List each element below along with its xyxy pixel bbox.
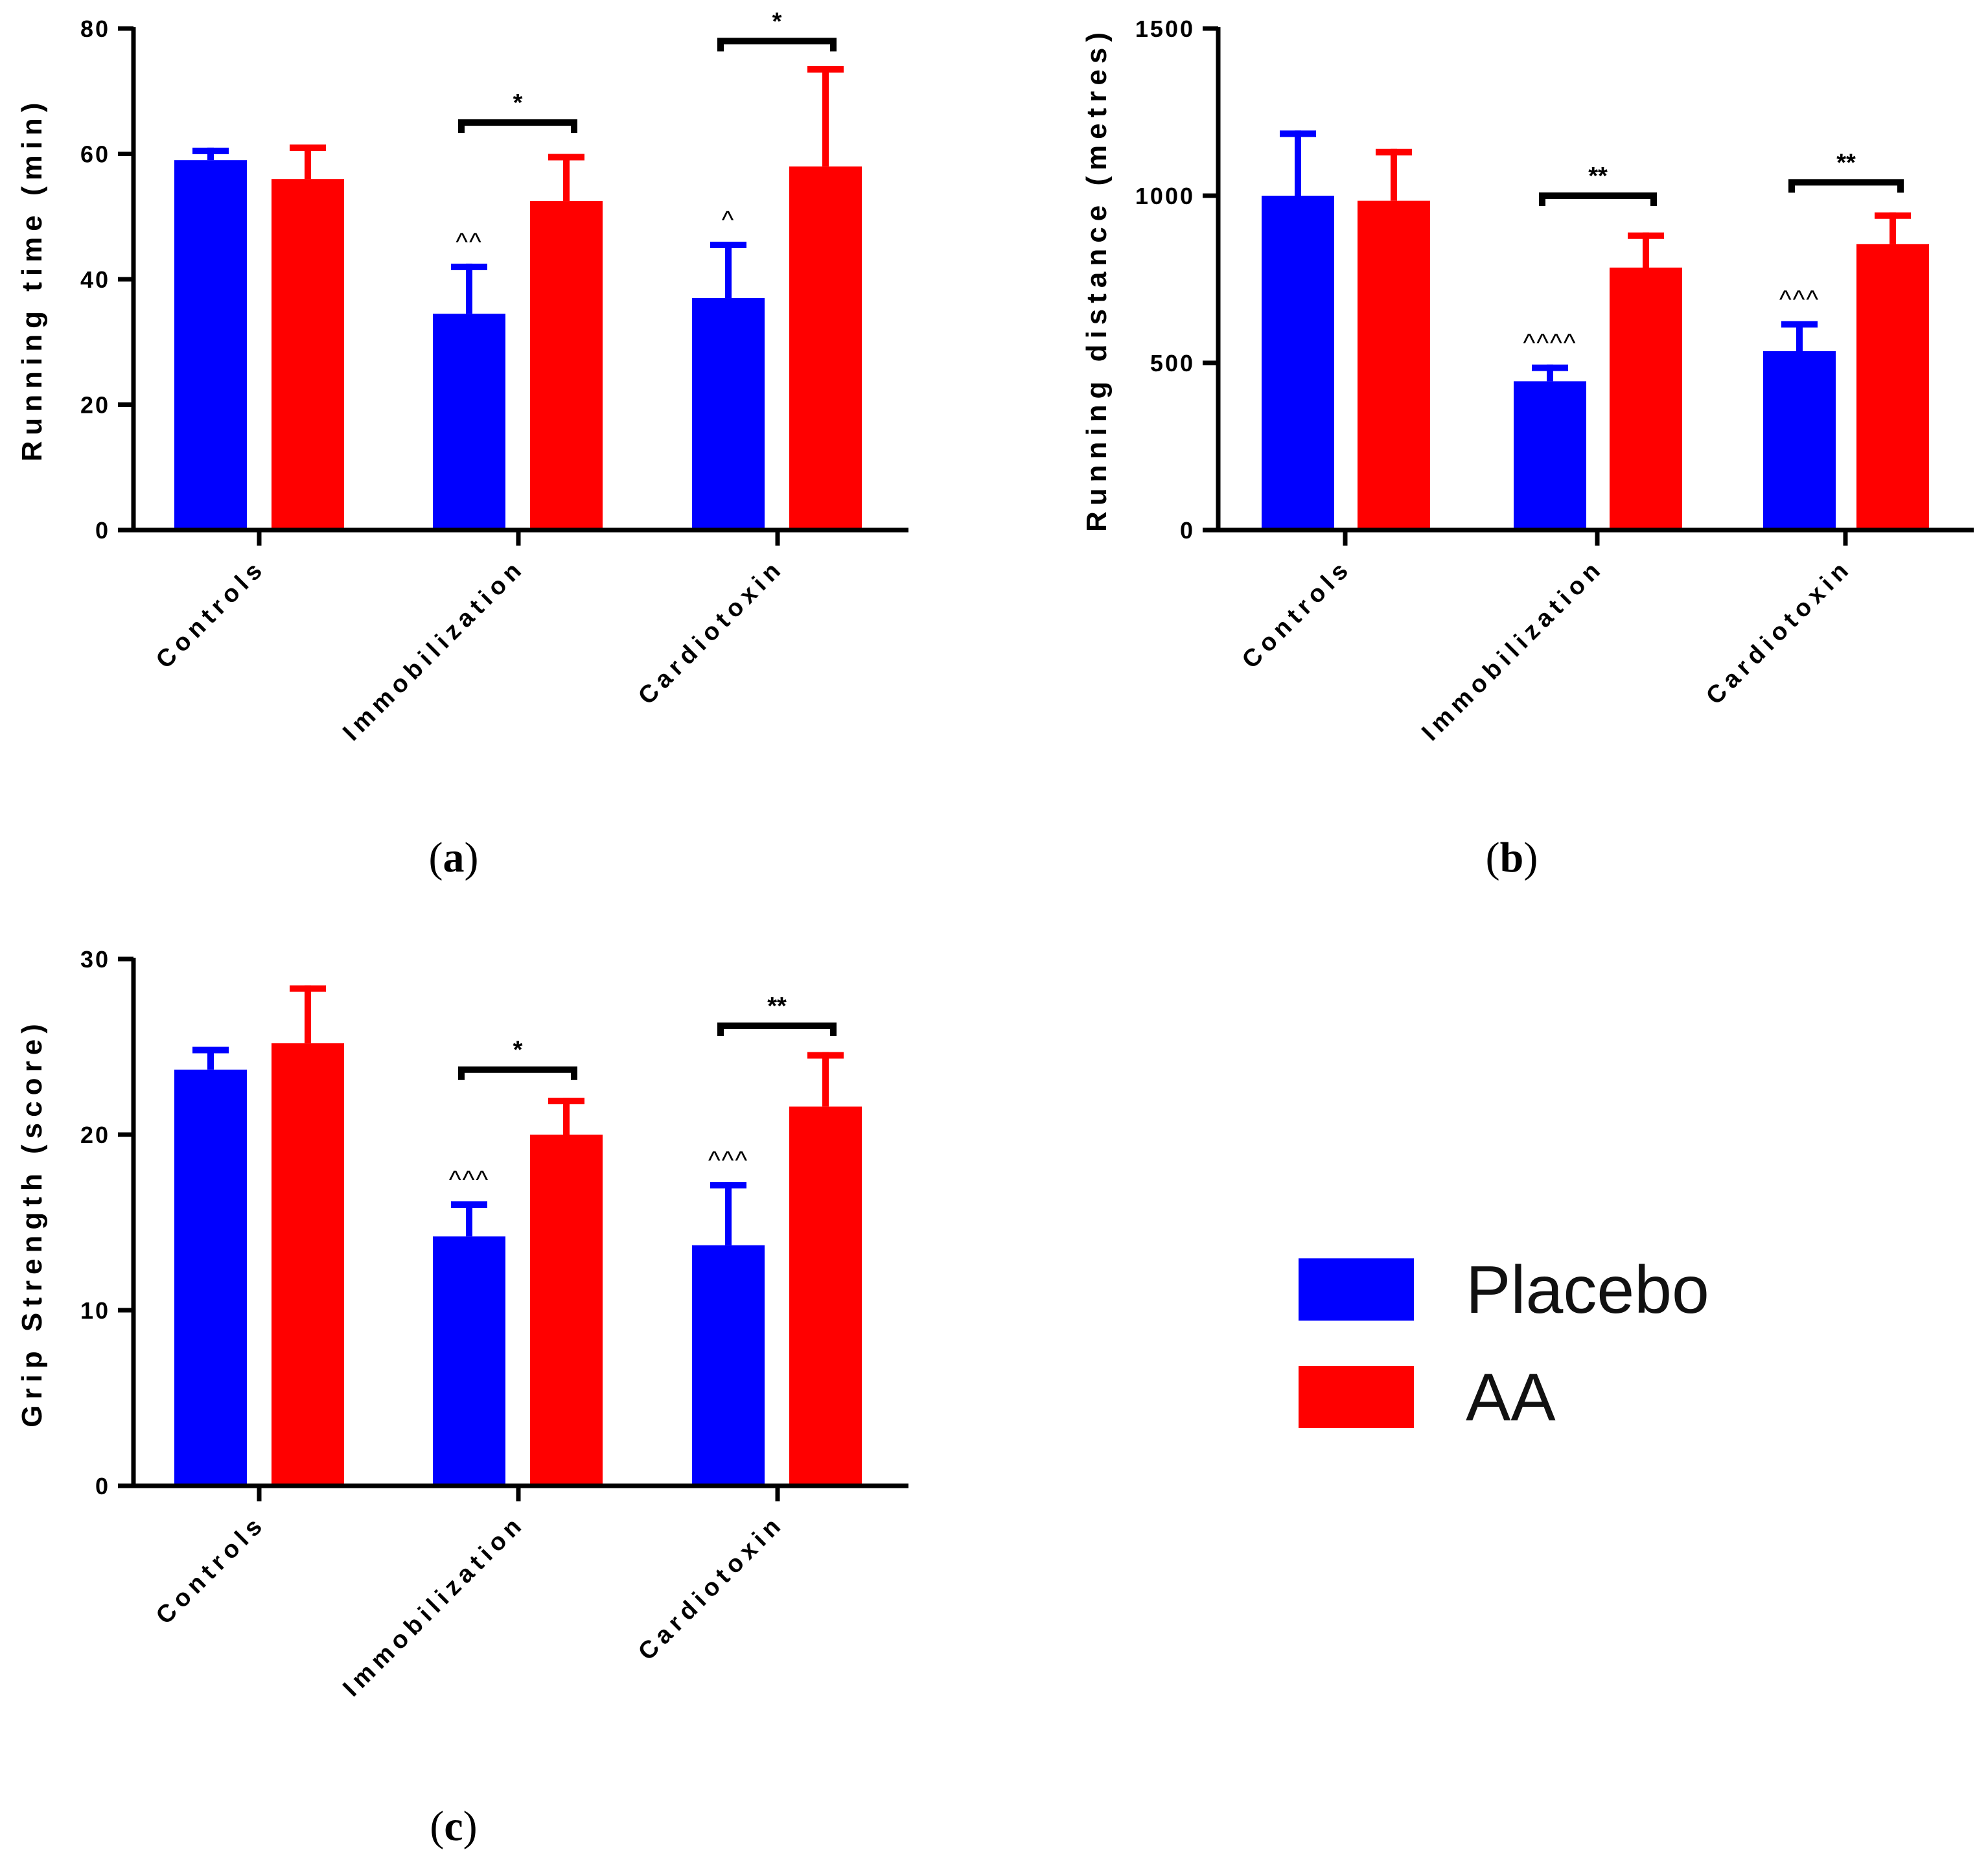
x-tick-label-cardiotoxin: Cardiotoxin (1701, 554, 1857, 710)
significance-label-1: * (772, 8, 782, 35)
significance-bracket-0 (1539, 192, 1657, 206)
bar-placebo-2 (692, 1245, 765, 1486)
vs-control-mark-2: ^^^ (708, 1146, 748, 1175)
y-axis-title: Grip Strength (score) (16, 1018, 48, 1428)
y-tick-label-2: 20 (80, 1122, 110, 1148)
legend-label-placebo: Placebo (1466, 1253, 1709, 1328)
y-tick-label-1: 500 (1150, 350, 1195, 376)
bar-placebo-0 (174, 160, 247, 531)
x-tick-label-controls: Controls (151, 554, 271, 674)
panel-label-b: (b) (1486, 834, 1538, 881)
y-tick-label-4: 80 (80, 16, 110, 42)
bar-aa-2 (1856, 244, 1929, 530)
legend-label-aa: AA (1466, 1360, 1556, 1435)
x-tick-label-controls: Controls (151, 1510, 271, 1630)
vs-control-mark-2: ^ (722, 206, 735, 235)
bar-aa-1 (530, 1135, 603, 1486)
bar-placebo-0 (1262, 196, 1334, 530)
bar-placebo-1 (1514, 381, 1586, 530)
y-tick-label-0: 0 (1180, 517, 1195, 544)
y-tick-label-3: 60 (80, 141, 110, 168)
bar-aa-2 (789, 166, 862, 531)
panel-a-chart: 0 20 40 60 80 Running time (min) Controls Immob… (16, 8, 908, 746)
significance-label-1: ** (1836, 149, 1856, 176)
y-tick-label-0: 0 (95, 517, 110, 544)
panel-label-a: (a) (429, 834, 479, 881)
panel-label-c: (c) (430, 1803, 477, 1850)
bar-placebo-0 (174, 1069, 247, 1486)
y-tick-label-1: 10 (80, 1297, 110, 1324)
y-axis-title: Running time (min) (16, 97, 48, 462)
panel-c-chart: 0 10 20 30 Grip Strength (score) Controls Immo… (16, 946, 908, 1702)
significance-bracket-1 (717, 1022, 837, 1036)
y-tick-label-3: 1500 (1135, 16, 1195, 42)
vs-control-mark-2: ^^^ (1779, 286, 1820, 314)
bar-aa-0 (272, 1043, 344, 1486)
x-tick-label-cardiotoxin: Cardiotoxin (633, 1510, 789, 1666)
vs-control-mark-1: ^^ (456, 228, 483, 257)
bar-placebo-2 (692, 298, 765, 530)
x-tick-label-immobilization: Immobilization (338, 554, 530, 746)
bar-aa-1 (530, 201, 603, 530)
bar-aa-1 (1610, 267, 1682, 530)
significance-bracket-0 (458, 1066, 577, 1080)
y-tick-label-2: 1000 (1135, 183, 1195, 209)
x-tick-label-immobilization: Immobilization (1416, 554, 1609, 746)
x-tick-label-immobilization: Immobilization (338, 1510, 530, 1702)
y-tick-label-0: 0 (95, 1473, 110, 1499)
legend-swatch-aa (1299, 1366, 1414, 1428)
legend: Placebo AA (1299, 1253, 1709, 1435)
significance-label-0: * (513, 89, 523, 117)
bar-aa-2 (789, 1106, 862, 1486)
significance-bracket-0 (458, 119, 577, 133)
panel-b-chart: 0 500 1000 1500 Running distance (metres) Con… (1081, 16, 1974, 746)
bar-placebo-1 (433, 1236, 505, 1486)
x-tick-label-cardiotoxin: Cardiotoxin (633, 554, 789, 710)
significance-label-0: ** (1588, 163, 1608, 190)
bar-placebo-1 (433, 314, 505, 530)
significance-bracket-1 (717, 38, 837, 52)
y-tick-label-3: 30 (80, 946, 110, 973)
vs-control-mark-1: ^^^^ (1523, 329, 1577, 358)
bar-aa-0 (272, 179, 344, 530)
bar-aa-0 (1358, 200, 1430, 530)
significance-label-1: ** (767, 993, 787, 1020)
legend-swatch-placebo (1299, 1258, 1414, 1321)
significance-bracket-1 (1788, 179, 1904, 193)
vs-control-mark-1: ^^^ (449, 1166, 489, 1194)
bar-placebo-2 (1763, 351, 1836, 530)
y-tick-label-2: 40 (80, 266, 110, 293)
y-axis-title: Running distance (metres) (1081, 27, 1113, 532)
x-tick-label-controls: Controls (1237, 554, 1357, 674)
significance-label-0: * (513, 1037, 523, 1064)
y-tick-label-1: 20 (80, 392, 110, 419)
